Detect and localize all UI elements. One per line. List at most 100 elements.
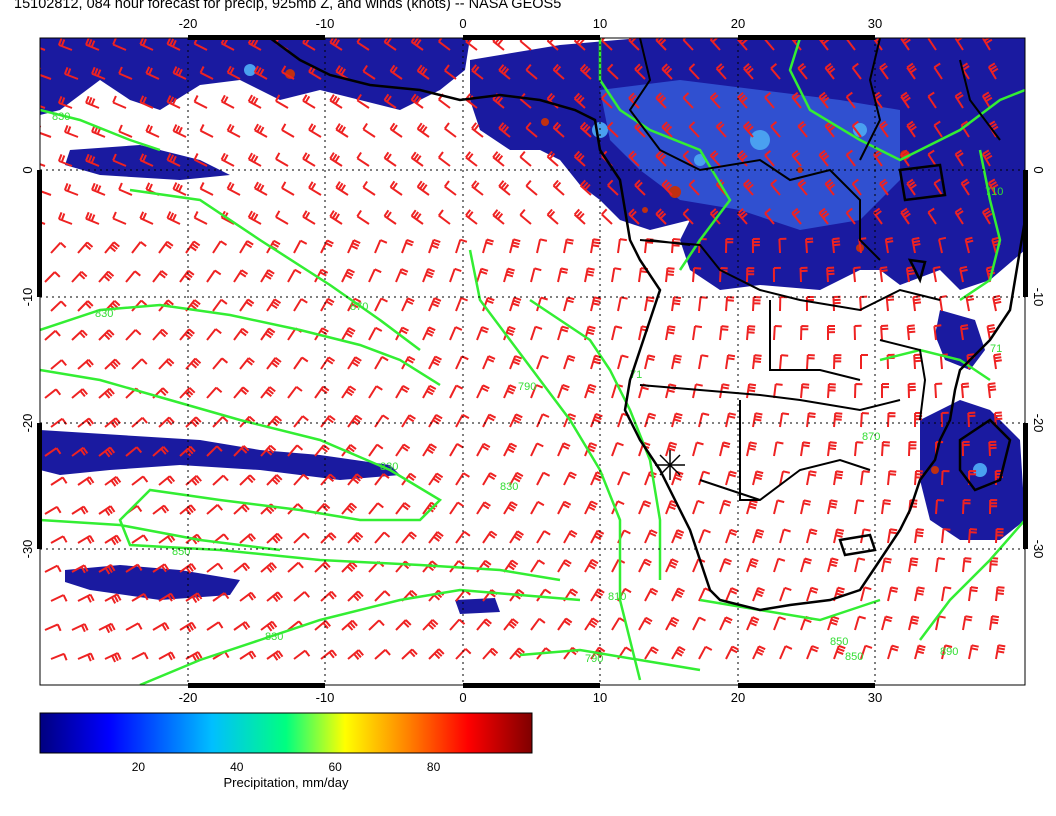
wind-barb [860, 354, 868, 369]
contour-790-south [519, 648, 701, 672]
wind-barb [395, 443, 411, 457]
wind-barb [905, 266, 915, 283]
lat-tick-label: -20 [1031, 414, 1046, 433]
wind-barb [374, 297, 388, 312]
wind-barb [104, 534, 122, 546]
wind-barb [444, 64, 457, 80]
wind-barb [71, 564, 89, 574]
chart-title: 15102812, 084 hour forecast for precip, … [14, 0, 562, 12]
wind-barb [884, 237, 894, 254]
wind-barb [827, 441, 837, 457]
wind-barb [634, 63, 646, 80]
wind-barb [362, 64, 376, 80]
wind-barb [383, 38, 397, 51]
wind-barb [995, 644, 1006, 660]
wind-barb [709, 150, 721, 167]
colorbar-tick-label: 40 [230, 760, 244, 774]
contour-sa-south [699, 598, 881, 622]
wind-barb [824, 62, 836, 80]
wind-barb [688, 179, 700, 196]
wind-barb [563, 238, 574, 254]
wind-barb [573, 92, 586, 109]
wind-barb [719, 499, 732, 515]
wind-barb [557, 267, 569, 283]
wind-barb [590, 238, 601, 254]
wind-barb [797, 120, 808, 138]
wind-barb [665, 441, 678, 457]
wind-barb [832, 295, 841, 312]
wind-barb [374, 414, 390, 428]
wind-barb [476, 501, 491, 515]
wind-barb [476, 442, 491, 457]
wind-barb [44, 329, 61, 341]
wind-barb [401, 531, 417, 544]
wind-barb [152, 270, 168, 283]
wind-barb [563, 354, 576, 370]
wind-barb [206, 445, 223, 457]
wind-barb [773, 383, 783, 399]
wind-barb [293, 649, 311, 660]
wind-barb [881, 383, 889, 398]
wind-barb [449, 618, 466, 631]
wind-barb [655, 38, 667, 51]
wind-barb [833, 412, 843, 428]
wind-barb [557, 442, 571, 457]
wind-barb [833, 354, 842, 370]
wind-barb [287, 561, 304, 573]
wind-barb [927, 91, 937, 109]
precip-atlantic-mid [40, 430, 400, 480]
wind-barb [428, 472, 444, 486]
wind-barb [887, 470, 897, 486]
wind-barb [275, 210, 289, 225]
wind-barb [158, 358, 175, 370]
wind-barb [347, 649, 364, 660]
wind-barb [40, 221, 46, 225]
lon-tick-label: -20 [179, 690, 198, 705]
wind-barb [125, 270, 141, 283]
wind-barb [293, 532, 310, 544]
lat-tick-label: -30 [1031, 540, 1046, 559]
wind-barb [206, 328, 222, 341]
wind-barb [968, 586, 979, 602]
wind-barb [233, 386, 250, 399]
wind-barb [671, 296, 682, 312]
wind-barb [476, 384, 490, 399]
wind-barb [152, 446, 169, 457]
contour-label: 830 [500, 481, 518, 493]
wind-barb [530, 500, 545, 515]
wind-barb [347, 473, 363, 486]
wind-barb [709, 38, 721, 51]
wind-barb [266, 532, 283, 544]
wind-barb [389, 122, 403, 138]
wind-barb [509, 296, 522, 312]
wind-barb [994, 469, 1003, 486]
wind-barb [260, 386, 276, 399]
wind-barb [725, 528, 738, 544]
wind-barb [682, 92, 694, 109]
wind-barb [791, 207, 802, 225]
wind-barb [104, 417, 121, 429]
wind-barb [179, 269, 195, 283]
wind-barb [85, 38, 100, 51]
wind-barb [579, 121, 592, 138]
wind-barb [590, 412, 603, 428]
wind-barb [536, 238, 548, 254]
wind-barb [320, 415, 336, 428]
wind-barb [335, 181, 349, 196]
wind-barb [692, 441, 704, 457]
wind-barb [503, 442, 518, 457]
wind-barb [628, 208, 640, 225]
wind-barb [125, 563, 143, 573]
wind-barb [179, 387, 196, 399]
wind-barb [302, 152, 316, 167]
wind-barb [77, 358, 94, 370]
wind-barb [752, 528, 765, 544]
wind-barb [233, 621, 251, 631]
wind-barb [266, 650, 284, 661]
wind-barb [449, 384, 464, 399]
wind-barb [428, 531, 444, 544]
wind-barb [63, 183, 79, 196]
wind-barb [104, 475, 122, 487]
wind-barb [503, 267, 515, 283]
wind-barb [212, 416, 229, 428]
